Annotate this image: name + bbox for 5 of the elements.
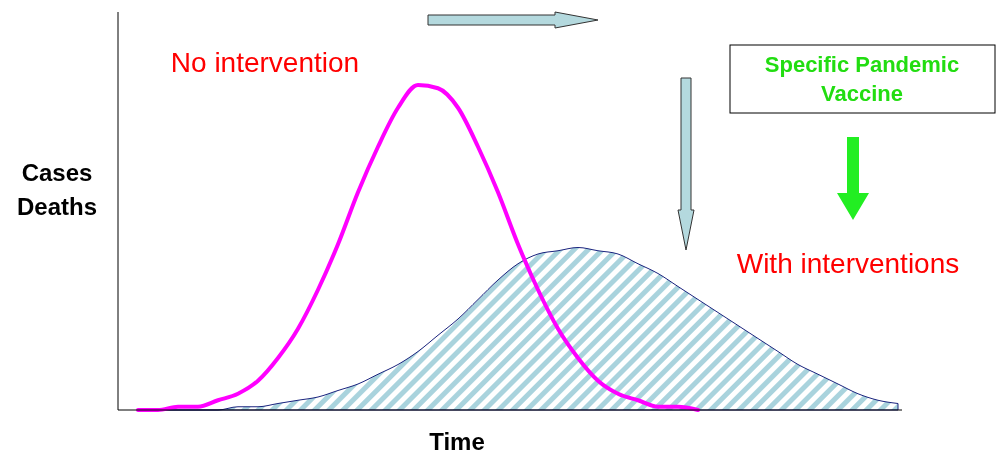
y-axis-title: Cases Deaths [16,159,98,220]
annotation: Specific Pandemic Vaccine [764,52,960,106]
series-label: No intervention [170,47,360,78]
x-axis-title: Time [429,428,485,455]
series-label: With interventions [736,248,960,279]
